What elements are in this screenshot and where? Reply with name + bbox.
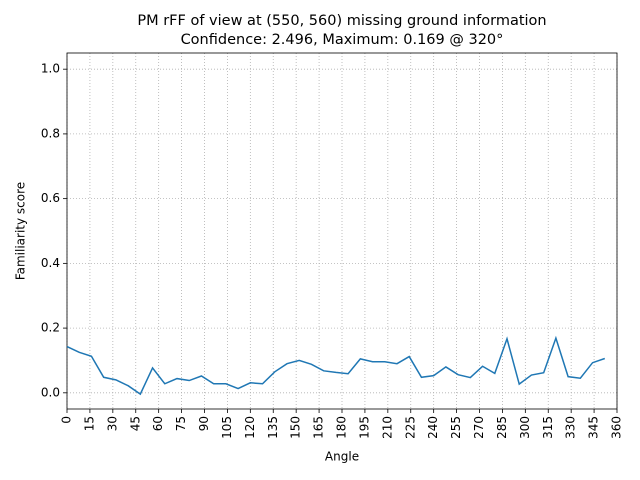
y-tick-label: 0.6 <box>41 191 60 205</box>
x-tick-label: 60 <box>151 416 165 431</box>
x-tick-label: 300 <box>518 416 532 439</box>
x-tick-label: 255 <box>449 416 463 439</box>
x-tick-label: 345 <box>587 416 601 439</box>
x-tick-label: 135 <box>266 416 280 439</box>
data-line <box>66 335 606 396</box>
x-tick-label: 315 <box>541 416 555 439</box>
y-tick-label: 0.8 <box>41 126 60 140</box>
x-tick-label: 0 <box>60 416 74 424</box>
x-tick-label: 240 <box>426 416 440 439</box>
x-tick-label: 330 <box>564 416 578 439</box>
y-axis-label: Familiarity score <box>14 182 28 280</box>
y-tick-label: 0.0 <box>41 385 60 399</box>
chart-subtitle: Confidence: 2.496, Maximum: 0.169 @ 320° <box>181 32 504 48</box>
x-tick-label: 120 <box>243 416 257 439</box>
x-tick-label: 75 <box>174 416 188 431</box>
x-tick-label: 45 <box>128 416 142 431</box>
x-tick-label: 210 <box>380 416 394 439</box>
x-tick-label: 105 <box>220 416 234 439</box>
y-tick-label: 0.4 <box>41 256 60 270</box>
chart-title: PM rFF of view at (550, 560) missing gro… <box>137 13 546 29</box>
x-tick-label: 30 <box>105 416 119 431</box>
y-tick-label: 1.0 <box>41 62 60 76</box>
x-tick-label: 15 <box>82 416 96 431</box>
x-tick-label: 150 <box>289 416 303 439</box>
x-tick-label: 270 <box>472 416 486 439</box>
y-tick-label: 0.2 <box>41 321 60 335</box>
plot-frame <box>66 52 618 410</box>
x-tick-label: 180 <box>335 416 349 439</box>
x-tick-label: 195 <box>357 416 371 439</box>
x-tick-label: 225 <box>403 416 417 439</box>
x-axis-label: Angle <box>325 450 359 464</box>
x-tick-label: 90 <box>197 416 211 431</box>
x-tick-label: 360 <box>610 416 624 439</box>
x-tick-label: 165 <box>312 416 326 439</box>
x-tick-label: 285 <box>495 416 509 439</box>
